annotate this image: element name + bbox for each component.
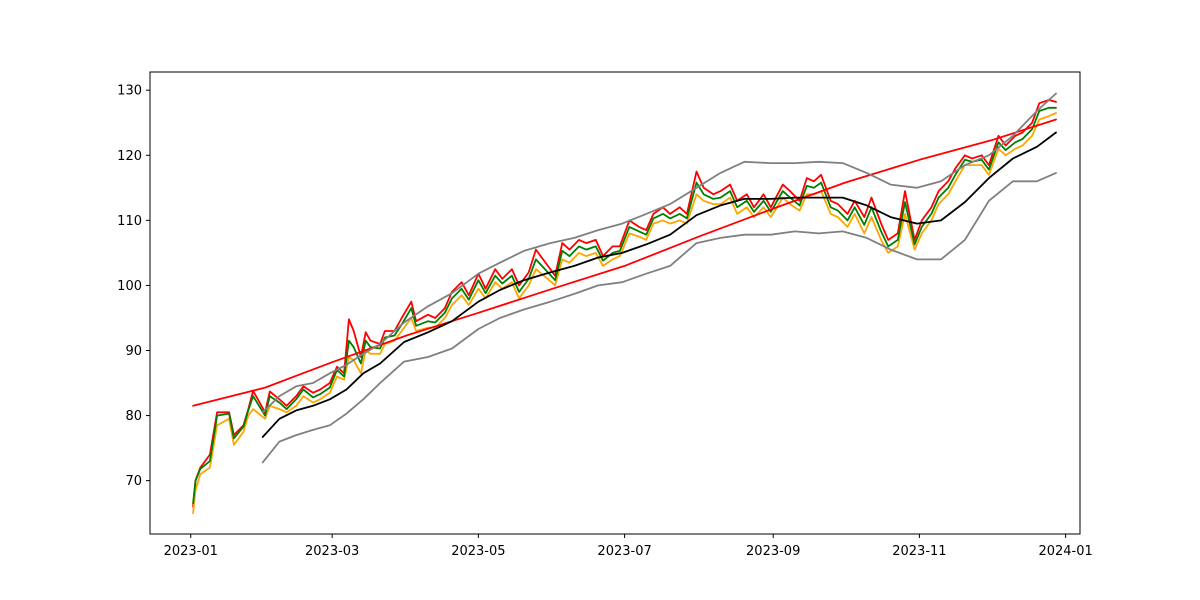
series-line-7 — [261, 171, 1057, 464]
x-tick-label: 2023-01 — [164, 544, 218, 559]
series-line-1 — [192, 99, 1057, 508]
y-tick-label: 80 — [125, 409, 142, 424]
y-tick-label: 100 — [117, 279, 142, 294]
x-tick-label: 2023-03 — [305, 544, 359, 559]
series-line-3 — [192, 106, 1057, 505]
x-tick-label: 2023-05 — [451, 544, 505, 559]
x-tick-label: 2023-07 — [597, 544, 651, 559]
series-line-2 — [192, 112, 1057, 515]
x-axis: 2023-01 2023-03 2023-05 2023-07 2023-09 2023-… — [164, 534, 1093, 559]
y-tick-label: 90 — [125, 344, 142, 359]
series-lines — [192, 92, 1057, 515]
y-tick-label: 70 — [125, 474, 142, 489]
y-tick-label: 120 — [117, 149, 142, 164]
x-tick-label: 2023-11 — [892, 544, 946, 559]
y-tick-label: 110 — [117, 214, 142, 229]
series-line-4 — [192, 118, 1057, 407]
x-tick-label: 2023-09 — [746, 544, 800, 559]
series-line-5 — [261, 131, 1057, 438]
x-tick-label: 2024-01 — [1038, 544, 1092, 559]
y-axis: 70 80 90 100 110 120 130 — [117, 84, 150, 489]
y-tick-label: 130 — [117, 84, 142, 99]
series-line-6 — [261, 92, 1057, 414]
plot-frame — [149, 71, 1081, 535]
